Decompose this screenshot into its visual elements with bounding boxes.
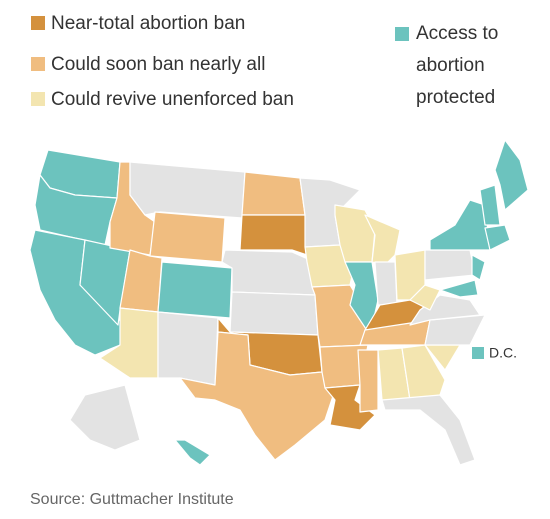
state <box>241 171 306 216</box>
state <box>494 139 529 211</box>
legend-swatch <box>31 57 45 71</box>
legend-label: Could revive unenforced ban <box>51 89 294 110</box>
state <box>374 261 398 306</box>
state <box>381 394 476 466</box>
dc-label: D.C. <box>489 345 517 361</box>
state <box>157 261 233 319</box>
state <box>69 384 141 451</box>
legend-swatch <box>31 16 45 30</box>
legend-label: Near-total abortion ban <box>51 13 245 34</box>
state <box>221 249 316 296</box>
state <box>357 349 379 413</box>
us-map: D.C. <box>29 139 529 466</box>
state <box>424 249 476 281</box>
legend-swatch <box>31 92 45 106</box>
state <box>409 294 481 326</box>
state <box>324 384 376 431</box>
legend-swatch <box>395 27 409 41</box>
dc-swatch <box>472 347 484 359</box>
state <box>157 311 219 386</box>
state <box>239 214 308 256</box>
state <box>174 439 211 466</box>
state <box>471 254 486 281</box>
source-note: Source: Guttmacher Institute <box>30 491 234 508</box>
legend-label: protected <box>416 87 495 108</box>
legend-label: Access to <box>416 23 498 44</box>
state <box>179 331 336 461</box>
state <box>229 291 319 336</box>
state <box>439 279 479 298</box>
state <box>401 344 446 401</box>
state <box>429 199 491 251</box>
state <box>149 211 226 263</box>
state <box>479 184 501 226</box>
state <box>129 161 246 219</box>
legend-label: Could soon ban nearly all <box>51 54 265 75</box>
legend-label: abortion <box>416 55 485 76</box>
state <box>484 224 511 251</box>
legend: Near-total abortion ban Could soon ban n… <box>31 13 498 110</box>
